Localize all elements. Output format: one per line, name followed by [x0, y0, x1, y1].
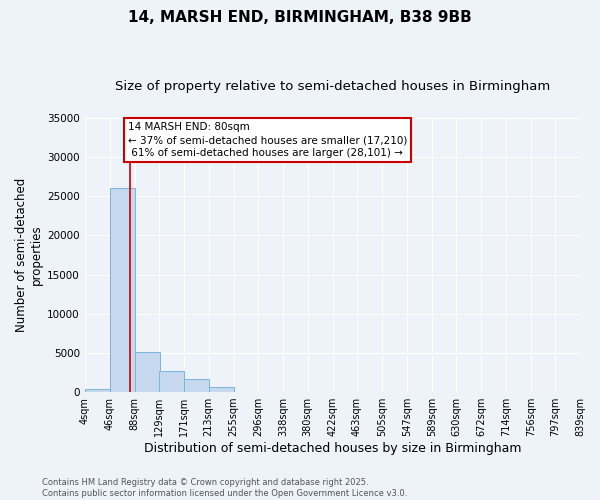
- Text: 14 MARSH END: 80sqm
← 37% of semi-detached houses are smaller (17,210)
 61% of s: 14 MARSH END: 80sqm ← 37% of semi-detach…: [128, 122, 407, 158]
- Text: 14, MARSH END, BIRMINGHAM, B38 9BB: 14, MARSH END, BIRMINGHAM, B38 9BB: [128, 10, 472, 25]
- Title: Size of property relative to semi-detached houses in Birmingham: Size of property relative to semi-detach…: [115, 80, 550, 93]
- Bar: [159, 371, 184, 392]
- Bar: [184, 379, 209, 392]
- Bar: [85, 389, 110, 392]
- Bar: [209, 386, 233, 392]
- Bar: [134, 352, 160, 392]
- Bar: [110, 188, 134, 392]
- X-axis label: Distribution of semi-detached houses by size in Birmingham: Distribution of semi-detached houses by …: [143, 442, 521, 455]
- Text: Contains HM Land Registry data © Crown copyright and database right 2025.
Contai: Contains HM Land Registry data © Crown c…: [42, 478, 407, 498]
- Y-axis label: Number of semi-detached
properties: Number of semi-detached properties: [15, 178, 43, 332]
